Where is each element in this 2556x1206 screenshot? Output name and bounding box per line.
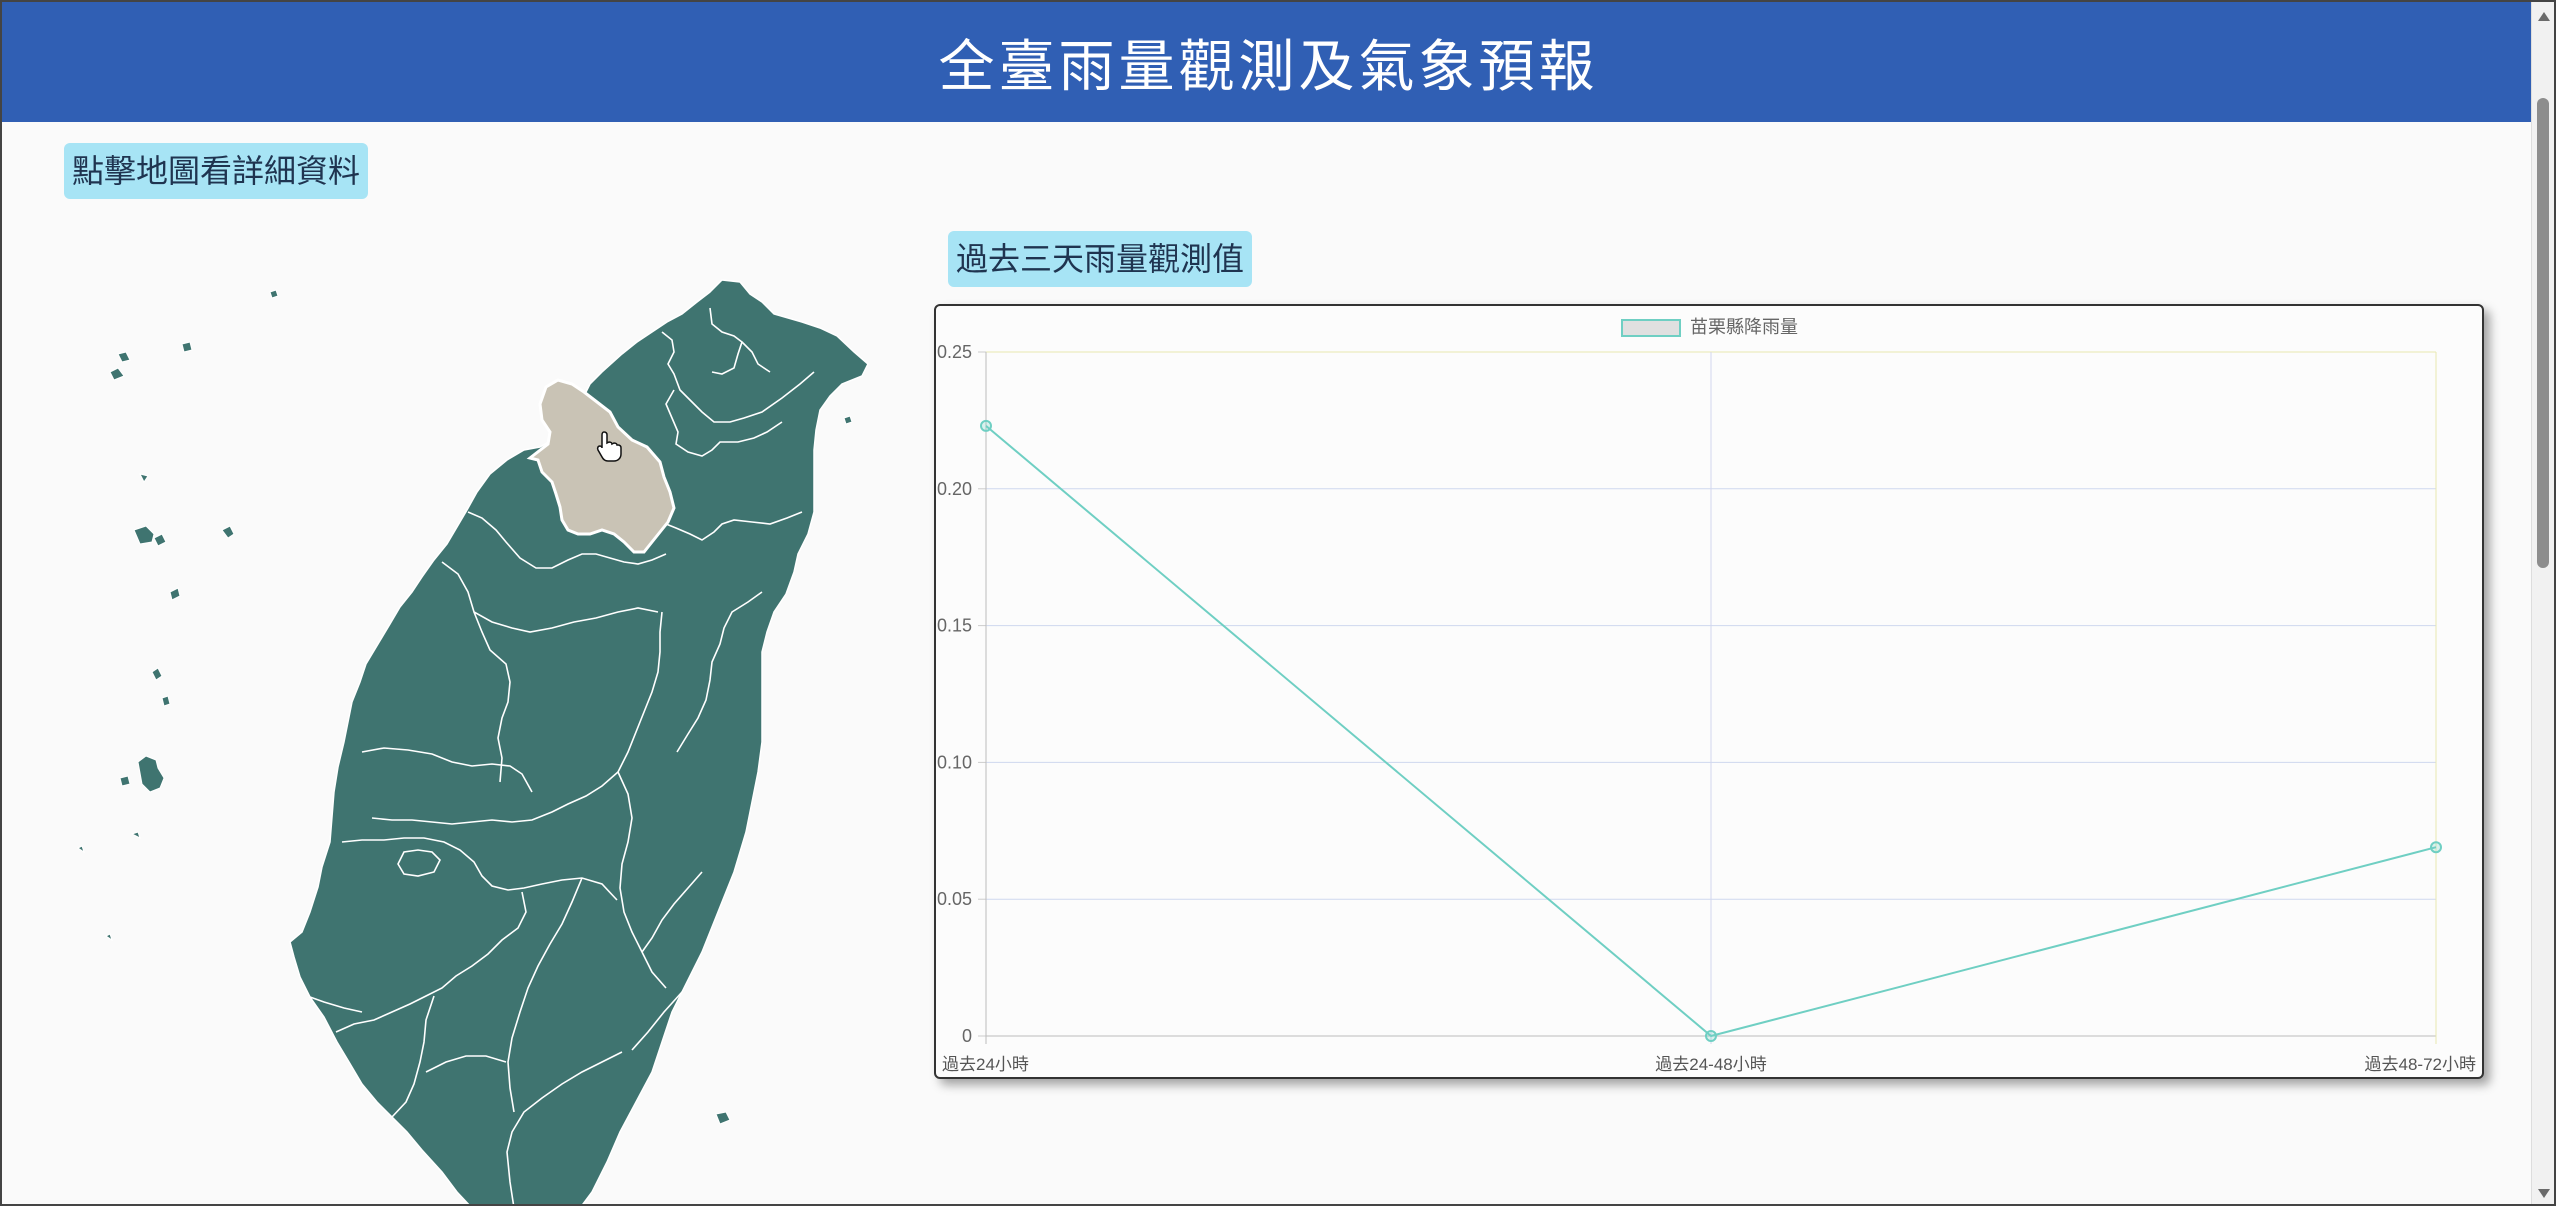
legend-label[interactable]: 苗栗縣降雨量 xyxy=(1690,317,1798,337)
y-tick-label: 0.05 xyxy=(937,889,972,909)
rainfall-chart-card: 苗栗縣降雨量 0 0.05 0.10 0.15 0.20 0.25 過去24小時 過去24-… xyxy=(934,304,2484,1079)
legend-swatch[interactable] xyxy=(1621,319,1681,337)
map-county-borders xyxy=(309,307,815,1204)
data-point[interactable] xyxy=(1705,1030,1717,1042)
taiwan-map[interactable] xyxy=(62,272,902,1204)
hand-cursor-icon xyxy=(596,430,622,466)
x-tick-label: 過去24小時 xyxy=(942,1055,1029,1074)
data-point[interactable] xyxy=(980,419,992,432)
y-tick-label: 0 xyxy=(962,1026,972,1046)
page-header: 全臺雨量觀測及氣象預報 xyxy=(2,2,2535,122)
vertical-scrollbar[interactable] xyxy=(2531,2,2554,1204)
arrow-up-icon[interactable] xyxy=(2538,12,2550,21)
chart-section-label: 過去三天雨量觀測值 xyxy=(948,231,1253,287)
x-tick-label: 過去24-48小時 xyxy=(1655,1055,1766,1074)
data-point[interactable] xyxy=(2430,841,2442,854)
x-tick-label: 過去48-72小時 xyxy=(2365,1055,2476,1074)
map-outlying-islands[interactable] xyxy=(77,289,853,1125)
y-tick-label: 0.25 xyxy=(937,342,972,362)
y-tick-label: 0.20 xyxy=(937,479,972,499)
series-line xyxy=(985,425,2437,1038)
page-title: 全臺雨量觀測及氣象預報 xyxy=(938,34,1599,100)
map-county-highlighted[interactable] xyxy=(526,378,676,554)
map-hint-label: 點擊地圖看詳細資料 xyxy=(64,143,369,199)
y-tick-label: 0.10 xyxy=(937,752,972,772)
y-tick-label: 0.15 xyxy=(937,616,972,636)
rainfall-line-chart: 苗栗縣降雨量 0 0.05 0.10 0.15 0.20 0.25 過去24小時 過去24-… xyxy=(937,317,2476,1074)
scrollbar-thumb[interactable] xyxy=(2537,98,2549,568)
arrow-down-icon[interactable] xyxy=(2538,1189,2550,1198)
